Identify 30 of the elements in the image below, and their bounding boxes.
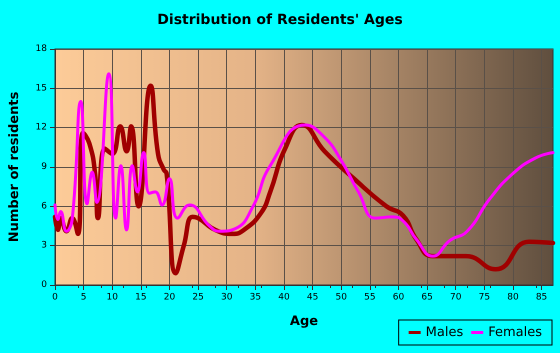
x-tick-label: 35	[250, 292, 262, 302]
x-tick-label: 30	[221, 292, 233, 302]
y-tick-label: 9	[41, 162, 48, 172]
x-tick-label: 80	[507, 292, 519, 302]
x-tick-label: 20	[164, 292, 176, 302]
x-axis-title: Age	[290, 314, 318, 329]
x-tick-label: 60	[392, 292, 404, 302]
legend-label: Females	[488, 325, 542, 340]
x-tick-label: 25	[192, 292, 204, 302]
x-tick-label: 65	[421, 292, 433, 302]
x-tick-label: 10	[106, 292, 118, 302]
chart-title: Distribution of Residents' Ages	[157, 12, 403, 28]
x-tick-label: 40	[278, 292, 290, 302]
y-tick-label: 12	[36, 122, 47, 133]
x-tick-label: 70	[450, 292, 462, 302]
y-tick-label: 3	[41, 240, 47, 251]
x-tick-label: 75	[478, 292, 490, 302]
y-tick-label: 18	[36, 44, 48, 54]
x-tick-label: 45	[306, 292, 318, 302]
x-tick-label: 85	[536, 292, 548, 302]
y-tick-label: 6	[41, 201, 48, 212]
x-tick-label: 0	[52, 292, 58, 302]
legend-label: Males	[426, 325, 464, 340]
x-tick-label: 55	[364, 292, 376, 302]
y-axis-title: Number of residents	[7, 91, 22, 242]
x-tick-label: 50	[335, 292, 348, 302]
x-tick-label: 15	[135, 292, 147, 302]
y-tick-label: 0	[41, 280, 48, 290]
x-tick-label: 5	[80, 292, 86, 302]
y-tick-label: 15	[36, 83, 47, 94]
